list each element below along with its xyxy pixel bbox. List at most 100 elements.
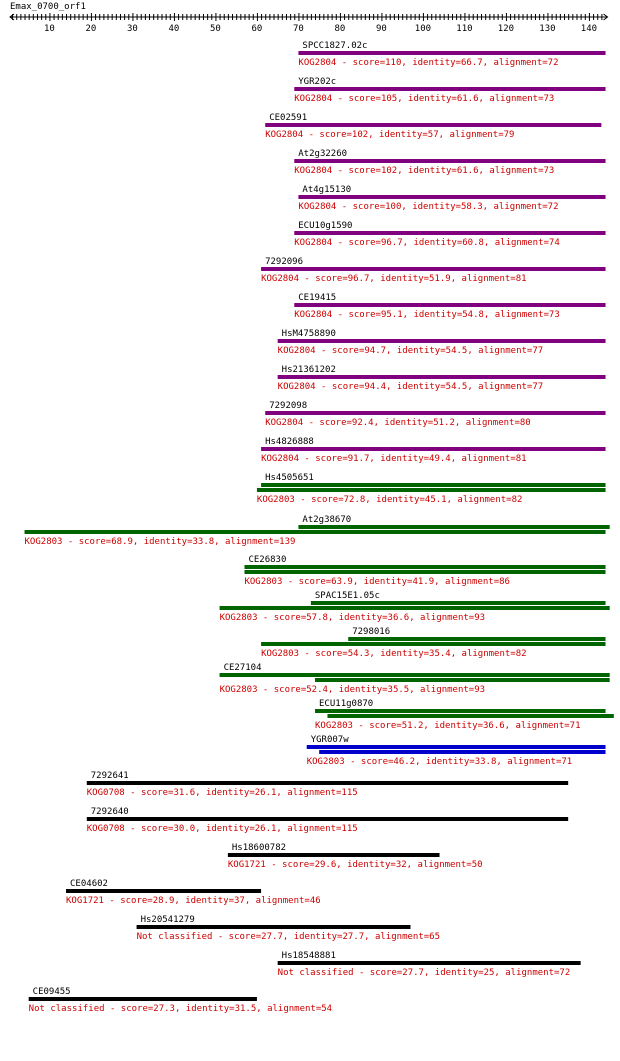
hit-description: KOG2804 - score=102, identity=57, alignm… [265,130,514,140]
hit-description: KOG2803 - score=51.2, identity=36.6, ali… [315,721,581,731]
hit-name: At2g38670 [302,515,351,525]
hit-description: Not classified - score=27.7, identity=27… [137,932,440,942]
hit-bar [86,817,569,821]
hit-bar [327,714,614,718]
hit-name: YGR007w [311,735,350,745]
hit-bar [298,525,610,529]
hit-bar [261,483,606,487]
hit-list: SPCC1827.02c KOG2804 - score=110, identit… [24,41,614,1014]
hit-bar [306,745,606,749]
hit-bar [310,601,606,605]
hit-row[interactable]: At2g38670 KOG2803 - score=68.9, identity=… [24,515,610,547]
hit-row[interactable]: 7292641 KOG0708 - score=31.6, identity=26… [86,771,569,798]
hit-name: SPAC15E1.05c [315,591,380,601]
hit-description: KOG2804 - score=102, identity=61.6, alig… [294,166,554,176]
hit-name: SPCC1827.02c [302,41,367,51]
hit-description: KOG2803 - score=57.8, identity=36.6, ali… [220,613,486,623]
hit-description: KOG2804 - score=94.4, identity=54.5, ali… [278,382,544,392]
axis-tick-label: 50 [210,24,221,34]
hit-bar [261,267,606,271]
hit-row[interactable]: ECU11g0870 KOG2803 - score=51.2, identity… [315,699,614,731]
hit-row[interactable]: YGR007w KOG2803 - score=46.2, identity=33… [306,735,606,767]
axis-tick-label: 130 [539,24,555,34]
sequence-axis: 10 20 30 40 50 60 70 80 90 100 110 120 130 140 [9,13,609,34]
hit-row[interactable]: CE27104 KOG2803 - score=52.4, identity=35… [219,663,610,695]
hit-bar [265,411,606,415]
hit-row[interactable]: Hs4505651 KOG2803 - score=72.8, identity=… [256,473,606,505]
hit-name: 7298016 [352,627,390,637]
hit-bar [24,530,606,534]
hit-bar [348,637,606,641]
hit-row[interactable]: 7292096 KOG2804 - score=96.7, identity=51… [261,257,606,284]
hit-row[interactable]: YGR202c KOG2804 - score=105, identity=61.… [294,77,606,104]
hit-row[interactable]: CE04602 KOG1721 - score=28.9, identity=37… [66,879,321,906]
hit-row[interactable]: Hs4826888 KOG2804 - score=91.7, identity=… [261,437,606,464]
hit-name: 7292098 [269,401,307,411]
hit-row[interactable]: Hs20541279 Not classified - score=27.7, i… [136,915,440,942]
hit-description: KOG2804 - score=110, identity=66.7, alig… [298,58,558,68]
hit-row[interactable]: Hs21361202 KOG2804 - score=94.4, identity… [277,365,606,392]
hit-row[interactable]: ECU10g1590 KOG2804 - score=96.7, identity… [294,221,606,248]
hit-bar [219,673,610,677]
hit-bar [277,375,606,379]
hit-bar [261,447,606,451]
hit-name: CE27104 [224,663,262,673]
hit-description: KOG0708 - score=30.0, identity=26.1, ali… [87,824,358,834]
hit-name: CE02591 [269,113,307,123]
hit-bar [261,642,606,646]
hit-row[interactable]: CE19415 KOG2804 - score=95.1, identity=54… [294,293,606,320]
hit-description: KOG0708 - score=31.6, identity=26.1, ali… [87,788,358,798]
axis-tick-label: 10 [44,24,55,34]
hit-description: KOG1721 - score=29.6, identity=32, align… [228,860,483,870]
hit-bar [294,303,606,307]
hit-row[interactable]: CE09455 Not classified - score=27.3, iden… [28,987,332,1014]
hit-bar [294,87,606,91]
axis-tick-label: 40 [169,24,180,34]
hit-description: KOG2804 - score=94.7, identity=54.5, ali… [278,346,544,356]
hit-description: KOG2804 - score=96.7, identity=60.8, ali… [294,238,560,248]
hit-bar [298,195,606,199]
hit-bar [319,750,606,754]
hit-bar [66,889,262,893]
hit-row[interactable]: 7292098 KOG2804 - score=92.4, identity=51… [265,401,606,428]
hit-row[interactable]: Hs18548881 Not classified - score=27.7, i… [277,951,581,978]
hit-row[interactable]: HsM4758890 KOG2804 - score=94.7, identity… [277,329,606,356]
hit-row[interactable]: Hs18600782 KOG1721 - score=29.6, identity… [227,843,483,870]
axis-tick-label: 140 [581,24,597,34]
hit-bar [294,231,606,235]
hit-description: Not classified - score=27.7, identity=25… [278,968,571,978]
hit-name: At2g32260 [298,149,347,159]
hit-row[interactable]: 7298016 KOG2803 - score=54.3, identity=35… [261,627,606,659]
hit-bar [256,488,606,492]
axis-tick-label: 30 [127,24,138,34]
hit-bar [227,853,440,857]
hit-row[interactable]: CE02591 KOG2804 - score=102, identity=57,… [265,113,602,140]
hit-row[interactable]: CE26830 KOG2803 - score=63.9, identity=41… [244,555,606,587]
hit-name: CE26830 [248,555,286,565]
hit-row[interactable]: At2g32260 KOG2804 - score=102, identity=6… [294,149,606,176]
hit-name: Hs4826888 [265,437,314,447]
hit-description: KOG2804 - score=96.7, identity=51.9, ali… [261,274,527,284]
hit-row[interactable]: SPAC15E1.05c KOG2803 - score=57.8, identi… [219,591,610,623]
hit-description: KOG2803 - score=72.8, identity=45.1, ali… [257,495,523,505]
hit-bar [315,709,606,713]
hit-row[interactable]: At4g15130 KOG2804 - score=100, identity=5… [298,185,606,212]
hit-bar [219,606,610,610]
axis-tick-label: 70 [293,24,304,34]
hit-description: KOG2803 - score=46.2, identity=33.8, ali… [307,757,573,767]
hit-description: KOG2803 - score=68.9, identity=33.8, ali… [25,537,296,547]
hit-name: Hs18600782 [232,843,286,853]
axis-tick-label: 80 [335,24,346,34]
hit-name: ECU10g1590 [298,221,352,231]
hit-description: KOG2804 - score=105, identity=61.6, alig… [294,94,554,104]
hit-name: CE19415 [298,293,336,303]
hit-bar [294,159,606,163]
hit-row[interactable]: 7292640 KOG0708 - score=30.0, identity=26… [86,807,569,834]
hit-name: Hs20541279 [141,915,195,925]
axis-tick-label: 120 [498,24,514,34]
hit-row[interactable]: SPCC1827.02c KOG2804 - score=110, identit… [298,41,606,68]
axis-tick-label: 60 [252,24,263,34]
hit-description: KOG2803 - score=63.9, identity=41.9, ali… [244,577,510,587]
hit-name: Hs21361202 [282,365,336,375]
